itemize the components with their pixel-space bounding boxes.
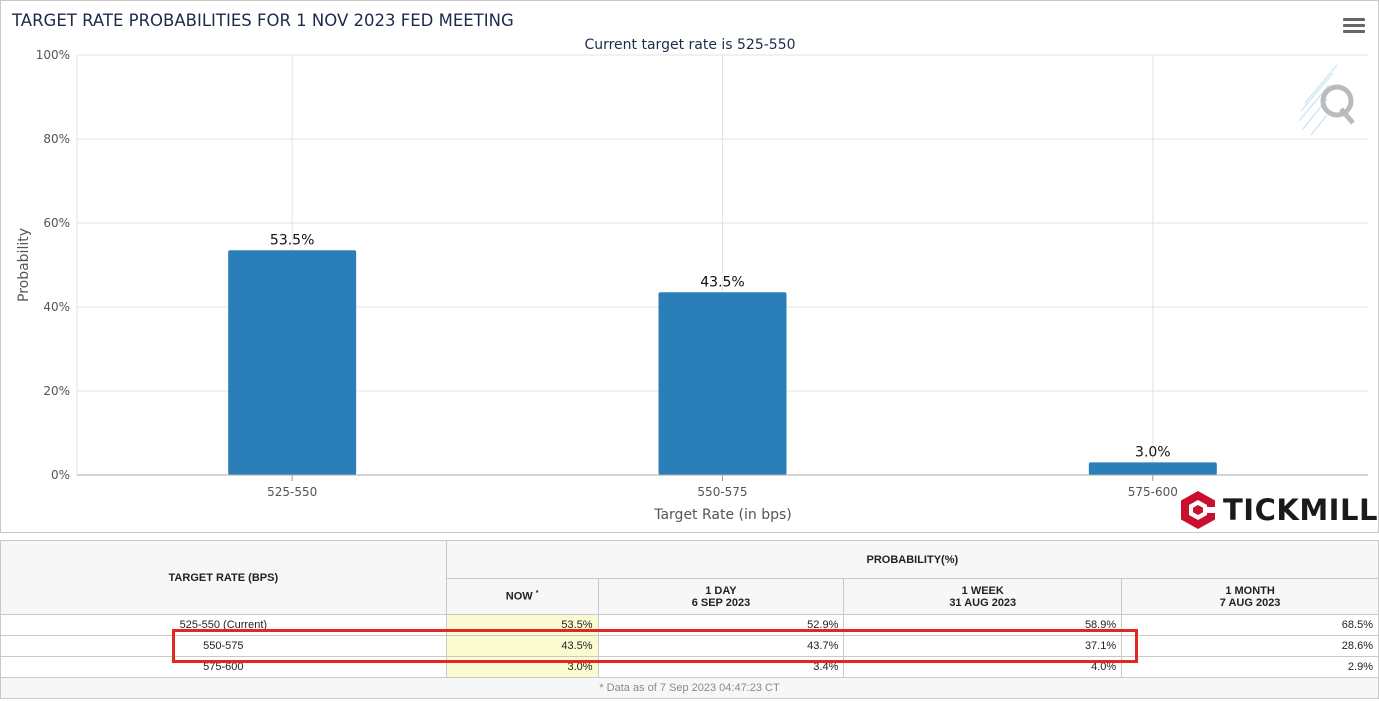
now-cell: 3.0% <box>445 656 599 678</box>
data-timestamp-footnote: * Data as of 7 Sep 2023 04:47:23 CT <box>0 677 1379 699</box>
one-day-column-header: 1 DAY 6 SEP 2023 <box>597 578 845 615</box>
one-week-column-header: 1 WEEK 31 AUG 2023 <box>843 578 1123 615</box>
rate-cell: 550-575 <box>0 635 447 657</box>
rate-cell: 575-600 <box>0 656 447 678</box>
y-tick-label: 100% <box>36 48 70 62</box>
rate-cell: 525-550 (Current) <box>0 614 447 636</box>
y-tick-label: 20% <box>43 384 70 398</box>
one-day-cell: 52.9% <box>597 614 845 636</box>
one-month-cell: 28.6% <box>1121 635 1379 657</box>
one-month-date: 7 AUG 2023 <box>1219 596 1281 609</box>
bar-chart: TARGET RATE PROBABILITIES FOR 1 NOV 2023… <box>11 11 1368 523</box>
now-cell: 43.5% <box>445 635 599 657</box>
y-axis-title: Probability <box>16 228 32 302</box>
x-tick-label: 525-550 <box>267 485 317 499</box>
x-tick-label: 550-575 <box>697 485 747 499</box>
one-month-cell: 2.9% <box>1121 656 1379 678</box>
probability-table: TARGET RATE (BPS) PROBABILITY(%) NOW * 1… <box>0 540 1379 699</box>
table-row: 575-600 3.0% 3.4% 4.0% 2.9% <box>0 656 1379 678</box>
table-row: 525-550 (Current) 53.5% 52.9% 58.9% 68.5… <box>0 614 1379 636</box>
one-month-label: 1 MONTH <box>1225 584 1275 597</box>
y-tick-label: 0% <box>51 468 70 482</box>
one-day-cell: 43.7% <box>597 635 845 657</box>
one-month-column-header: 1 MONTH 7 AUG 2023 <box>1121 578 1379 615</box>
now-label: NOW <box>505 590 533 603</box>
bars <box>228 250 1217 475</box>
y-tick-label: 80% <box>43 132 70 146</box>
bar-data-label: 3.0% <box>1135 444 1171 460</box>
hamburger-menu-icon[interactable] <box>1343 18 1365 36</box>
data-labels: 53.5% 43.5% 3.0% <box>270 232 1171 460</box>
axes: 0% 20% 40% 60% 80% 100% 525-550 550-575 575-600 <box>36 48 1368 499</box>
chart-panel: TARGET RATE PROBABILITIES FOR 1 NOV 2023… <box>0 0 1379 533</box>
target-rate-header: TARGET RATE (BPS) <box>0 540 447 615</box>
chart-title: TARGET RATE PROBABILITIES FOR 1 NOV 2023… <box>11 11 514 30</box>
probability-table-container: TARGET RATE (BPS) PROBABILITY(%) NOW * 1… <box>0 540 1379 699</box>
x-tick-label: 575-600 <box>1128 485 1178 499</box>
quikstrike-q-logo-icon <box>1298 64 1355 136</box>
one-day-date: 6 SEP 2023 <box>691 596 751 609</box>
one-month-cell: 68.5% <box>1121 614 1379 636</box>
one-week-date: 31 AUG 2023 <box>949 596 1017 609</box>
x-axis-title: Target Rate (in bps) <box>653 507 792 523</box>
one-week-cell: 4.0% <box>843 656 1123 678</box>
now-column-header: NOW * <box>445 578 599 615</box>
now-cell: 53.5% <box>445 614 599 636</box>
one-day-label: 1 DAY <box>705 584 737 597</box>
bar-data-label: 43.5% <box>700 274 744 290</box>
footnote-row: * Data as of 7 Sep 2023 04:47:23 CT <box>0 677 1379 699</box>
bar-550-575 <box>658 292 787 475</box>
now-footnote-marker: * <box>535 590 539 598</box>
chart-subtitle: Current target rate is 525-550 <box>584 37 795 53</box>
tickmill-hexagon-icon <box>1181 491 1217 529</box>
table-row: 550-575 43.5% 43.7% 37.1% 28.6% <box>0 635 1379 657</box>
one-week-label: 1 WEEK <box>961 584 1004 597</box>
y-tick-label: 40% <box>43 300 70 314</box>
bar-575-600 <box>1088 462 1217 475</box>
tickmill-logo: TICKMILL <box>1179 489 1378 531</box>
probability-header: PROBABILITY(%) <box>445 540 1379 579</box>
bar-data-label: 53.5% <box>270 232 314 248</box>
bar-525-550 <box>228 250 357 475</box>
one-week-cell: 37.1% <box>843 635 1123 657</box>
one-week-cell: 58.9% <box>843 614 1123 636</box>
tickmill-wordmark: TICKMILL <box>1223 493 1378 527</box>
y-tick-label: 60% <box>43 216 70 230</box>
one-day-cell: 3.4% <box>597 656 845 678</box>
